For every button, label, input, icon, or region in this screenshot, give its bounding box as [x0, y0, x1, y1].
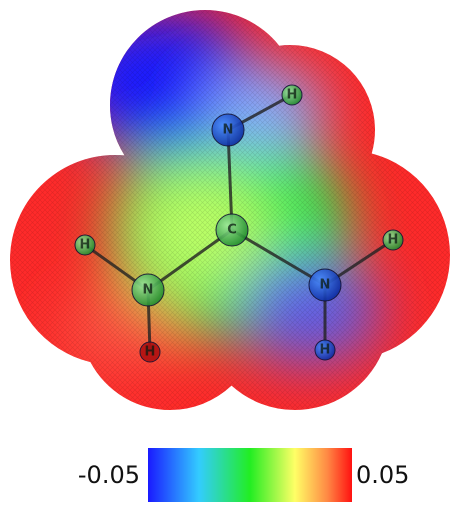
atom-label: N [320, 278, 331, 293]
atom-label: H [320, 343, 331, 358]
atom-label: H [145, 345, 156, 360]
colorbar [148, 448, 352, 502]
atom-label: H [388, 233, 399, 248]
atom-label: H [287, 88, 298, 103]
atom-label: C [227, 223, 237, 238]
atom-label: N [143, 283, 154, 298]
atom-label: H [80, 238, 91, 253]
potential-map: N C N N H H H H H -0.05 0.05 [0, 0, 456, 510]
atom-label: N [223, 123, 234, 138]
colorbar-min: -0.05 [78, 461, 140, 489]
colorbar-max: 0.05 [356, 461, 409, 489]
